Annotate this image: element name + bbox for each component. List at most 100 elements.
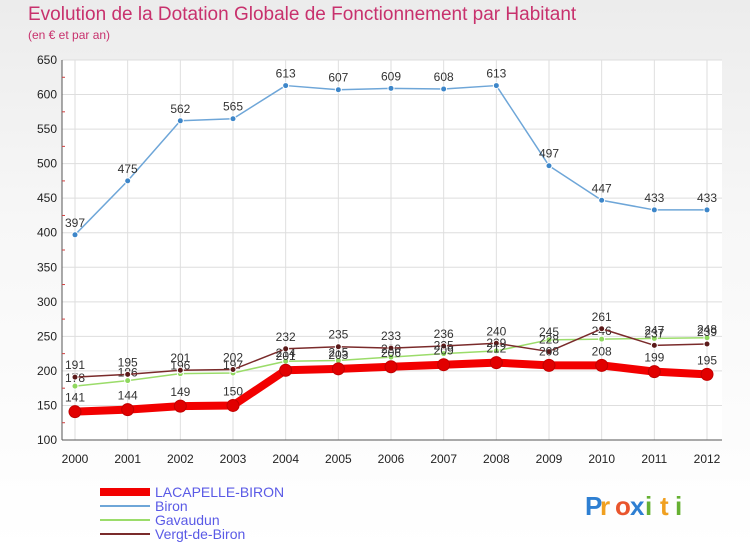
data-point [647, 365, 661, 379]
y-tick-label: 400 [37, 226, 57, 240]
x-tick-label: 2000 [62, 452, 89, 466]
data-label: 149 [170, 385, 190, 399]
data-point [176, 117, 184, 125]
legend-label: Biron [155, 498, 188, 514]
data-point [384, 360, 398, 374]
x-tick-label: 2003 [220, 452, 247, 466]
y-tick-label: 100 [37, 433, 57, 447]
data-label: 497 [539, 147, 559, 161]
data-label: 239 [697, 325, 717, 339]
data-point [124, 177, 132, 185]
data-point [650, 341, 658, 349]
data-point [545, 336, 553, 344]
data-point [71, 231, 79, 239]
data-point [492, 82, 500, 90]
data-point [598, 325, 606, 333]
x-tick-label: 2009 [536, 452, 563, 466]
data-label: 237 [644, 326, 664, 340]
data-point [440, 350, 448, 358]
x-tick-label: 2008 [483, 452, 510, 466]
legend-label: LACAPELLE-BIRON [155, 484, 284, 500]
data-point [650, 334, 658, 342]
data-point [226, 398, 240, 412]
y-tick-label: 150 [37, 398, 57, 412]
x-tick-label: 2001 [114, 452, 141, 466]
data-label: 195 [118, 355, 138, 369]
data-point [703, 206, 711, 214]
x-tick-label: 2006 [378, 452, 405, 466]
data-label: 150 [223, 384, 243, 398]
data-point [334, 343, 342, 351]
legend-label: Gavaudun [155, 512, 220, 528]
y-tick-label: 500 [37, 157, 57, 171]
data-point [440, 85, 448, 93]
data-point [650, 206, 658, 214]
x-tick-label: 2010 [588, 452, 615, 466]
data-label: 247 [644, 323, 664, 337]
data-point [437, 358, 451, 372]
data-point [124, 370, 132, 378]
x-tick-label: 2005 [325, 452, 352, 466]
data-label: 607 [328, 71, 348, 85]
data-point [542, 358, 556, 372]
data-point [492, 339, 500, 347]
data-label: 203 [328, 348, 348, 362]
data-point [700, 367, 714, 381]
data-label: 208 [539, 344, 559, 358]
x-tick-label: 2007 [430, 452, 457, 466]
data-label: 201 [170, 351, 190, 365]
data-label: 228 [539, 333, 559, 347]
data-point [229, 115, 237, 123]
x-tick-label: 2012 [694, 452, 721, 466]
y-tick-label: 350 [37, 260, 57, 274]
data-label: 236 [434, 327, 454, 341]
x-tick-label: 2004 [272, 452, 299, 466]
data-label: 608 [434, 70, 454, 84]
data-point [598, 335, 606, 343]
data-label: 232 [276, 330, 296, 344]
chart-title: Evolution de la Dotation Globale de Fonc… [28, 4, 577, 25]
data-label: 613 [486, 67, 506, 81]
data-point [598, 196, 606, 204]
data-point [489, 356, 503, 370]
data-label: 199 [644, 351, 664, 365]
data-point [229, 366, 237, 374]
chart-subtitle: (en € et par an) [28, 28, 111, 42]
y-tick-label: 200 [37, 364, 57, 378]
data-point [545, 348, 553, 356]
data-label: 475 [118, 162, 138, 176]
data-label: 212 [486, 342, 506, 356]
data-point [387, 353, 395, 361]
data-point [176, 366, 184, 374]
data-point [173, 399, 187, 413]
data-label: 447 [592, 181, 612, 195]
y-tick-label: 550 [37, 122, 57, 136]
data-label: 565 [223, 100, 243, 114]
data-label: 240 [486, 324, 506, 338]
data-label: 609 [381, 69, 401, 83]
data-point [68, 405, 82, 419]
data-label: 202 [223, 351, 243, 365]
data-point [492, 347, 500, 355]
data-point [440, 342, 448, 350]
brand-logo-letter: i [645, 491, 652, 521]
brand-logo-letter: t [660, 491, 669, 521]
data-label: 209 [434, 344, 454, 358]
data-point [331, 362, 345, 376]
data-label: 613 [276, 67, 296, 81]
data-point [703, 340, 711, 348]
legend-label: Vergt-de-Biron [155, 526, 245, 542]
brand-logo-letter: r [600, 491, 610, 521]
brand-logo-letter: x [630, 491, 645, 521]
y-tick-label: 300 [37, 295, 57, 309]
brand-logo-letter: o [615, 491, 631, 521]
data-point [282, 82, 290, 90]
brand-logo-letter: P [585, 491, 602, 521]
data-label: 141 [65, 391, 85, 405]
data-label: 245 [539, 325, 559, 339]
data-label: 197 [223, 358, 243, 372]
y-tick-label: 250 [37, 329, 57, 343]
data-label: 261 [592, 310, 612, 324]
